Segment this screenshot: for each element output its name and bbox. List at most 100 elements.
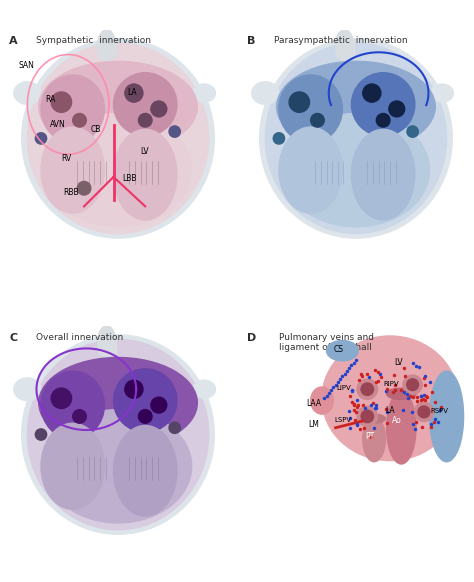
Ellipse shape <box>27 43 209 233</box>
Ellipse shape <box>193 380 216 398</box>
Ellipse shape <box>45 410 191 523</box>
Ellipse shape <box>22 38 214 238</box>
Circle shape <box>407 126 418 137</box>
Circle shape <box>125 380 143 398</box>
Text: RBB: RBB <box>64 188 79 197</box>
Circle shape <box>51 388 72 409</box>
Circle shape <box>363 84 381 102</box>
Text: LSPV: LSPV <box>334 417 351 423</box>
Text: LA: LA <box>385 406 395 415</box>
Circle shape <box>77 182 91 195</box>
Ellipse shape <box>22 335 214 534</box>
Ellipse shape <box>41 371 104 439</box>
Ellipse shape <box>327 340 358 361</box>
Ellipse shape <box>41 423 104 509</box>
Text: LAA: LAA <box>306 399 321 408</box>
Text: C: C <box>9 332 18 343</box>
Ellipse shape <box>39 61 197 152</box>
Text: PT: PT <box>365 432 374 441</box>
Text: LIPV: LIPV <box>337 385 351 391</box>
Ellipse shape <box>363 416 385 462</box>
Ellipse shape <box>41 127 104 213</box>
Ellipse shape <box>14 81 41 104</box>
Circle shape <box>138 410 152 423</box>
Text: LA: LA <box>127 88 137 97</box>
Ellipse shape <box>98 30 116 61</box>
Ellipse shape <box>98 326 116 357</box>
Bar <box>98 335 116 353</box>
Circle shape <box>289 92 310 112</box>
Circle shape <box>151 101 167 117</box>
Text: LBB: LBB <box>123 175 137 183</box>
Text: Parasympathetic  innervation: Parasympathetic innervation <box>274 37 408 45</box>
Text: RSPV: RSPV <box>431 408 449 414</box>
Ellipse shape <box>414 402 434 421</box>
Ellipse shape <box>336 30 354 61</box>
Ellipse shape <box>361 383 374 395</box>
Ellipse shape <box>27 339 209 530</box>
Ellipse shape <box>361 410 374 423</box>
Ellipse shape <box>45 113 191 227</box>
Circle shape <box>389 101 405 117</box>
Circle shape <box>273 133 284 144</box>
Text: SAN: SAN <box>18 61 34 70</box>
Text: D: D <box>247 332 256 343</box>
Ellipse shape <box>113 425 177 516</box>
Ellipse shape <box>351 73 415 136</box>
Circle shape <box>73 410 86 423</box>
Ellipse shape <box>265 43 447 233</box>
Text: LV: LV <box>141 147 149 156</box>
Circle shape <box>125 84 143 102</box>
Text: Pulmonary veins and
ligament of Marshall: Pulmonary veins and ligament of Marshall <box>279 332 374 352</box>
Ellipse shape <box>39 357 197 448</box>
Circle shape <box>138 113 152 127</box>
Ellipse shape <box>418 406 430 418</box>
Ellipse shape <box>279 127 342 213</box>
Ellipse shape <box>41 75 104 143</box>
Text: AVN: AVN <box>50 120 66 129</box>
Ellipse shape <box>113 73 177 136</box>
Ellipse shape <box>279 75 342 143</box>
Ellipse shape <box>363 414 385 423</box>
Circle shape <box>310 113 324 127</box>
Ellipse shape <box>113 129 177 220</box>
Ellipse shape <box>277 61 435 152</box>
Circle shape <box>169 126 180 137</box>
Text: RV: RV <box>62 154 72 163</box>
Circle shape <box>169 422 180 434</box>
Text: CB: CB <box>91 125 101 134</box>
Circle shape <box>36 429 46 440</box>
Text: A: A <box>9 37 18 47</box>
Ellipse shape <box>252 81 279 104</box>
Ellipse shape <box>322 336 458 460</box>
Ellipse shape <box>403 375 422 395</box>
Text: Overall innervation: Overall innervation <box>36 332 124 342</box>
Text: Ao: Ao <box>392 416 401 425</box>
Bar <box>336 38 354 57</box>
Ellipse shape <box>113 369 177 432</box>
Text: RIPV: RIPV <box>383 381 399 387</box>
Bar <box>98 38 116 57</box>
Text: Sympathetic  innervation: Sympathetic innervation <box>36 37 152 45</box>
Circle shape <box>376 113 390 127</box>
Text: CS: CS <box>333 345 343 354</box>
Ellipse shape <box>193 84 216 102</box>
Ellipse shape <box>429 371 464 462</box>
Circle shape <box>36 133 46 144</box>
Text: RA: RA <box>46 95 56 104</box>
Ellipse shape <box>310 387 333 414</box>
Ellipse shape <box>357 379 377 399</box>
Ellipse shape <box>387 392 416 464</box>
Ellipse shape <box>357 406 377 427</box>
Text: B: B <box>247 37 255 47</box>
Circle shape <box>73 113 86 127</box>
Text: LM: LM <box>309 420 319 428</box>
Ellipse shape <box>351 129 415 220</box>
Circle shape <box>151 397 167 413</box>
Ellipse shape <box>431 84 454 102</box>
Ellipse shape <box>283 113 429 227</box>
Text: LV: LV <box>394 359 403 367</box>
Circle shape <box>51 92 72 112</box>
Ellipse shape <box>387 388 416 399</box>
Ellipse shape <box>14 378 41 400</box>
